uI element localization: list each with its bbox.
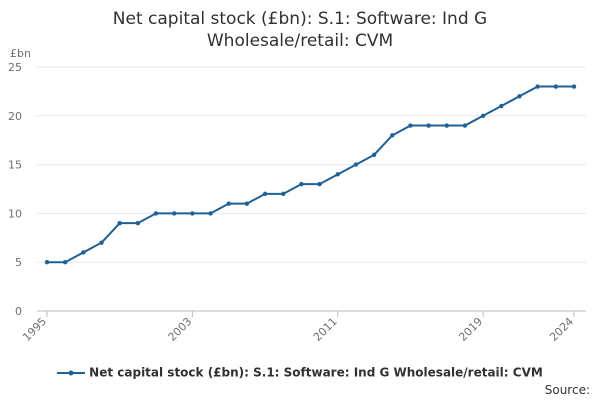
chart-title: Net capital stock (£bn): S.1: Software: … [112,9,488,51]
data-point[interactable] [208,211,213,216]
data-point[interactable] [44,260,50,265]
data-point[interactable] [517,94,522,99]
x-tick-label: 2011 [311,315,340,344]
x-tick-label: 1995 [20,315,49,344]
data-point[interactable] [244,201,250,206]
x-tick-label: 2024 [547,315,576,344]
data-point[interactable] [426,123,431,128]
data-point[interactable] [480,113,486,119]
y-tick-label: 0 [15,305,22,318]
y-tick-label: 5 [15,256,22,269]
data-point[interactable] [135,220,141,226]
grid-lines [37,66,586,312]
data-point[interactable] [353,162,359,167]
data-point[interactable] [262,191,268,197]
axes: 0 5 10 15 20 25 1995 2003 2011 2019 2024 [8,61,576,344]
data-point[interactable] [317,181,322,187]
y-axis-unit-label: £bn [10,47,31,60]
series-layer [44,84,577,265]
data-point[interactable] [190,211,195,216]
data-point[interactable] [226,201,231,206]
data-point[interactable] [335,172,340,177]
data-point[interactable] [281,191,286,197]
data-point[interactable] [499,103,504,109]
data-point[interactable] [535,84,540,89]
data-point[interactable] [390,133,395,138]
y-tick-label: 25 [8,61,22,74]
data-point[interactable] [99,240,104,245]
data-point[interactable] [153,211,159,216]
legend-label: Net capital stock (£bn): S.1: Software: … [89,365,543,380]
data-point[interactable] [408,123,413,128]
data-point[interactable] [117,220,122,226]
source-note: Source: [544,383,590,397]
data-point[interactable] [81,250,86,255]
y-tick-label: 20 [8,110,22,123]
data-point[interactable] [553,84,559,89]
y-tick-label: 15 [8,159,22,172]
x-tick-label: 2003 [166,315,195,344]
data-point[interactable] [299,181,304,187]
data-point[interactable] [371,152,377,158]
data-point[interactable] [571,84,577,89]
series-line-0 [47,85,574,264]
data-point[interactable] [444,123,449,128]
x-tick-label: 2019 [456,315,485,344]
data-point[interactable] [62,260,68,265]
legend[interactable]: Net capital stock (£bn): S.1: Software: … [0,365,600,380]
data-point[interactable] [462,123,468,128]
legend-swatch [57,370,86,375]
data-point[interactable] [172,211,177,216]
y-tick-label: 10 [8,207,22,220]
